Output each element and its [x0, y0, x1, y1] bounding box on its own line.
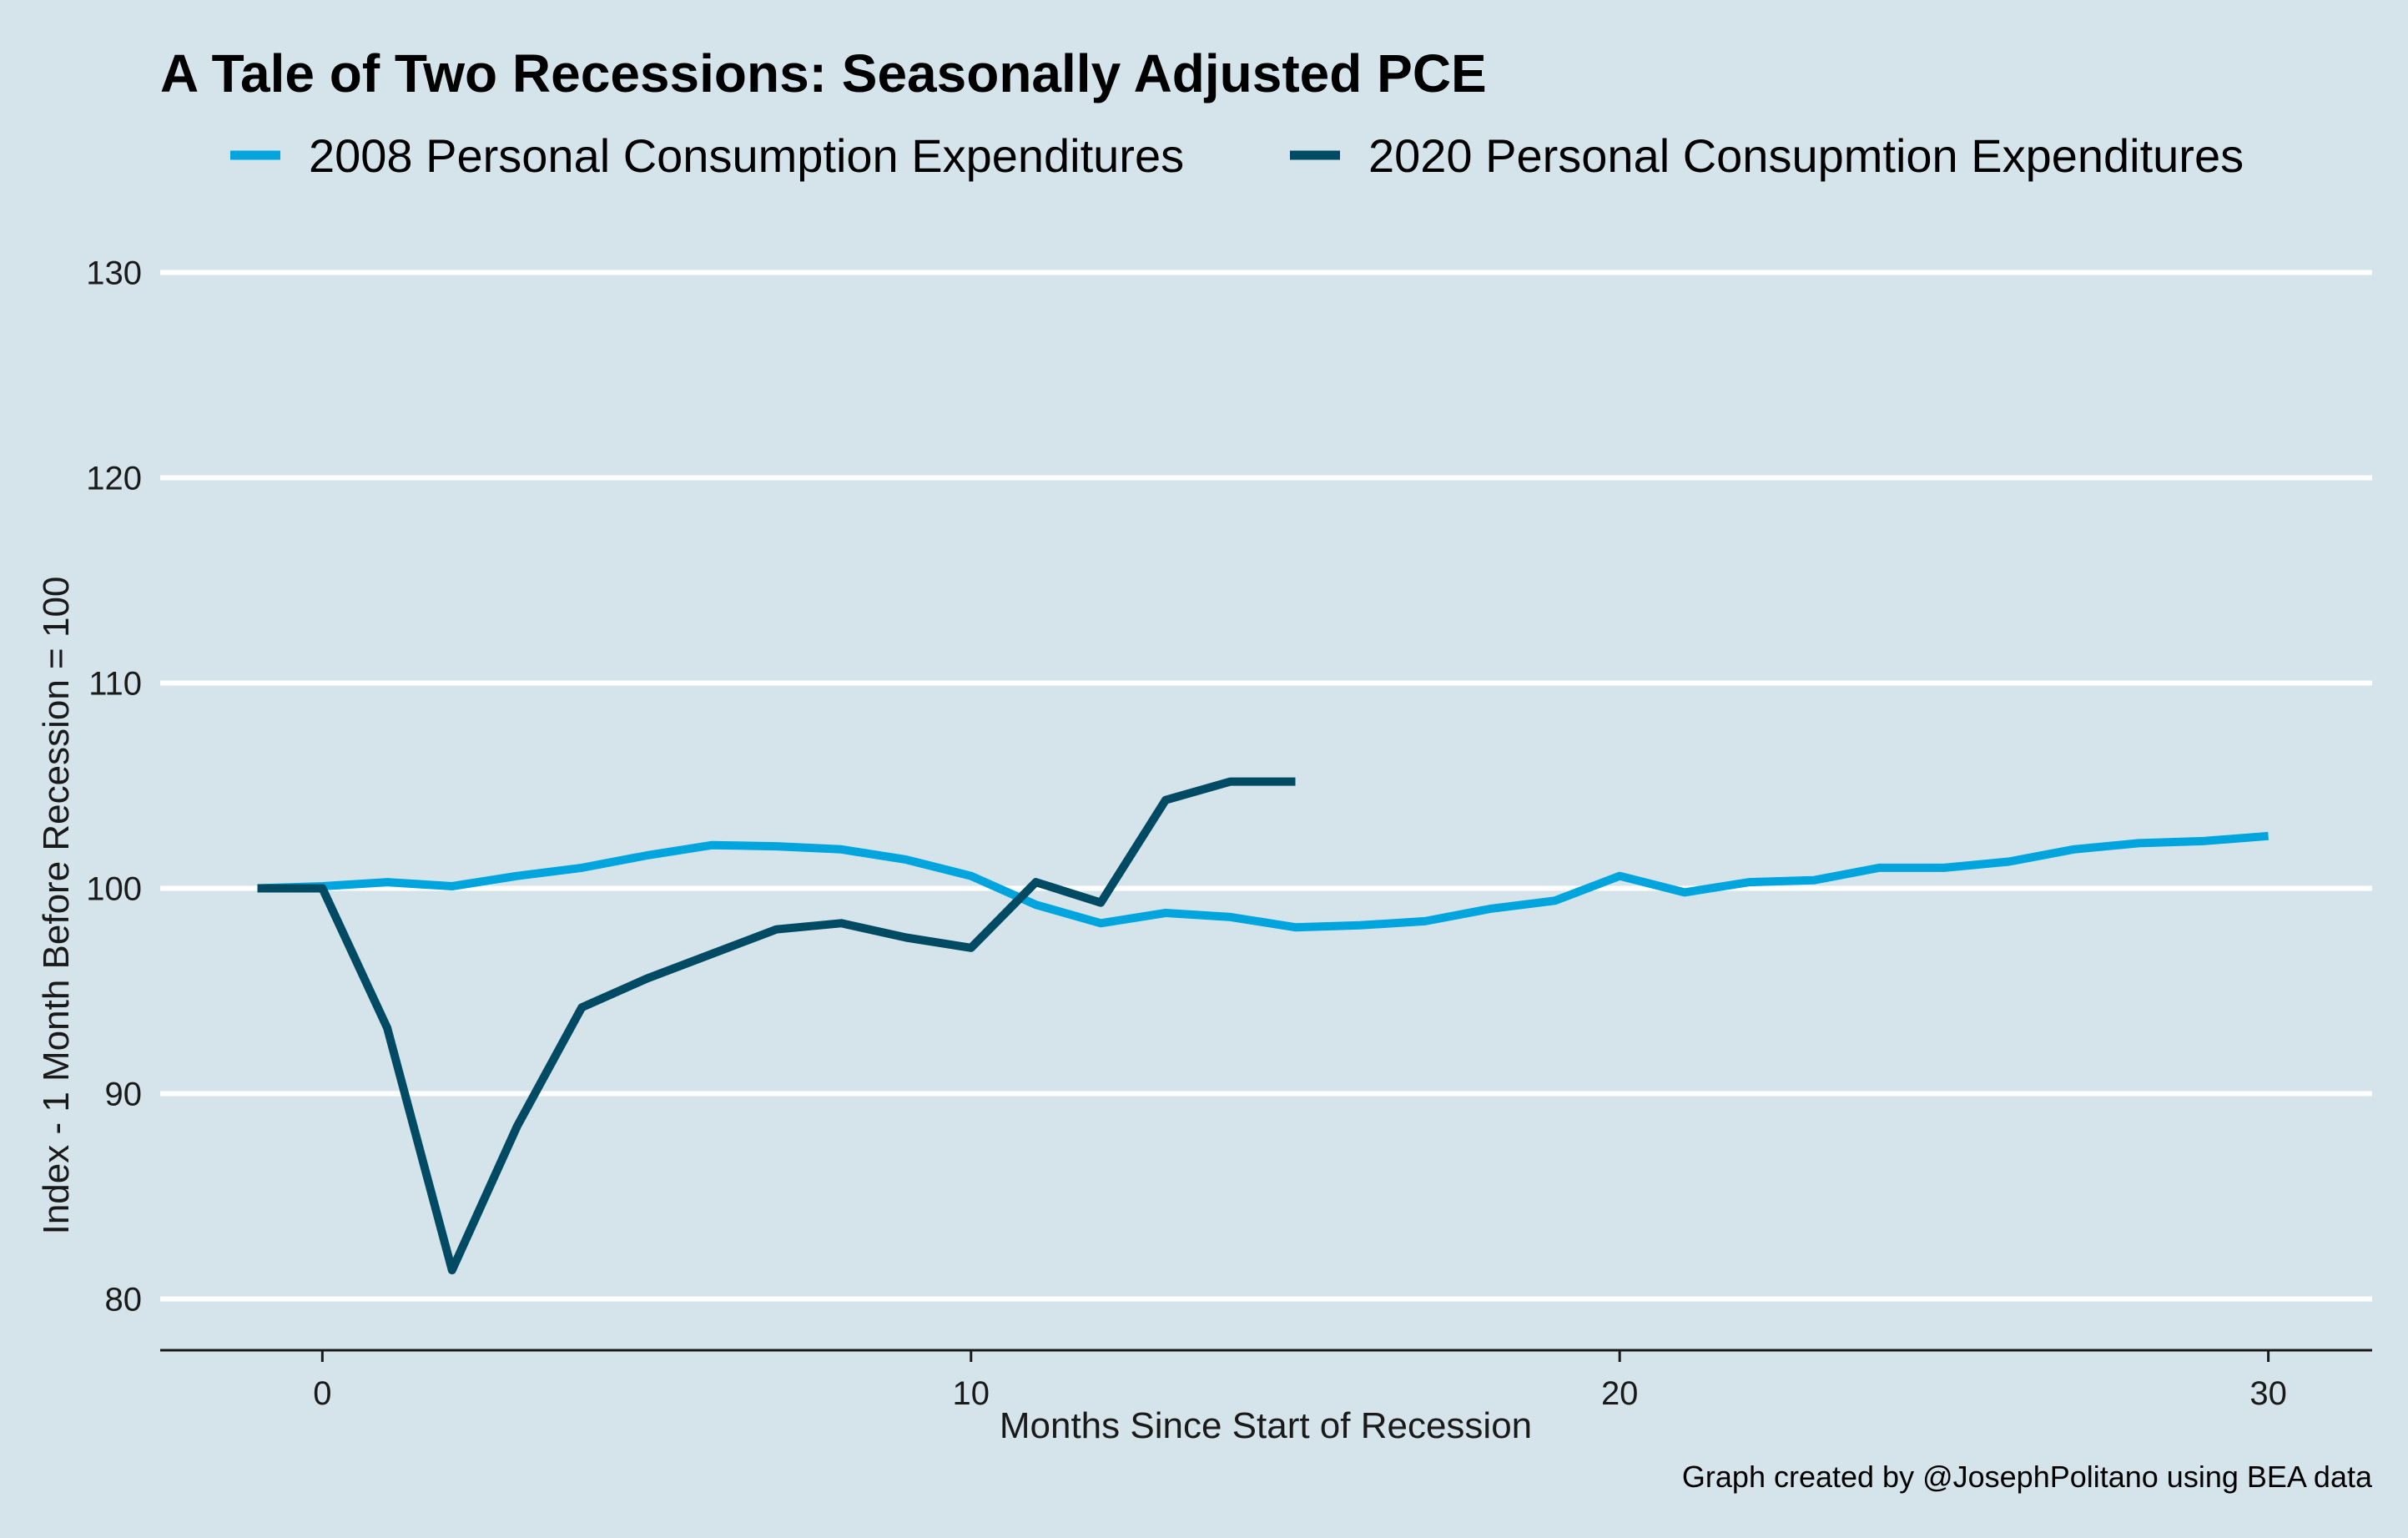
y-tick-label-110: 110: [88, 666, 142, 703]
gridlines: [160, 270, 2372, 1302]
y-axis-ticks: 80 90 100 110 120 130: [86, 255, 142, 1319]
chart-title: A Tale of Two Recessions: Seasonally Adj…: [160, 43, 1487, 103]
y-axis-title: Index - 1 Month Before Recession = 100: [36, 577, 77, 1235]
x-tick-label-30: 30: [2249, 1375, 2287, 1412]
series-lines: [257, 777, 2269, 1275]
y-tick-label-90: 90: [105, 1077, 143, 1113]
x-tick-label-0: 0: [313, 1375, 331, 1412]
y-tick-label-130: 130: [86, 255, 142, 292]
legend: 2008 Personal Consumption Expenditures 2…: [230, 129, 2244, 182]
x-axis-ticks: 0 10 20 30: [313, 1350, 2287, 1412]
x-axis-title: Months Since Start of Recession: [1000, 1405, 1532, 1446]
chart-caption: Graph created by @JosephPolitano using B…: [1682, 1460, 2373, 1494]
series-line-2008: [257, 831, 2269, 932]
y-tick-label-80: 80: [105, 1282, 143, 1319]
x-tick-label-20: 20: [1601, 1375, 1639, 1412]
series-line-2020: [257, 777, 1296, 1275]
legend-label-2008: 2008 Personal Consumption Expenditures: [309, 129, 1184, 182]
y-tick-label-120: 120: [86, 461, 142, 497]
legend-label-2020: 2020 Personal Consupmtion Expenditures: [1368, 129, 2244, 182]
x-tick-label-10: 10: [953, 1375, 990, 1412]
y-tick-label-100: 100: [86, 871, 142, 908]
